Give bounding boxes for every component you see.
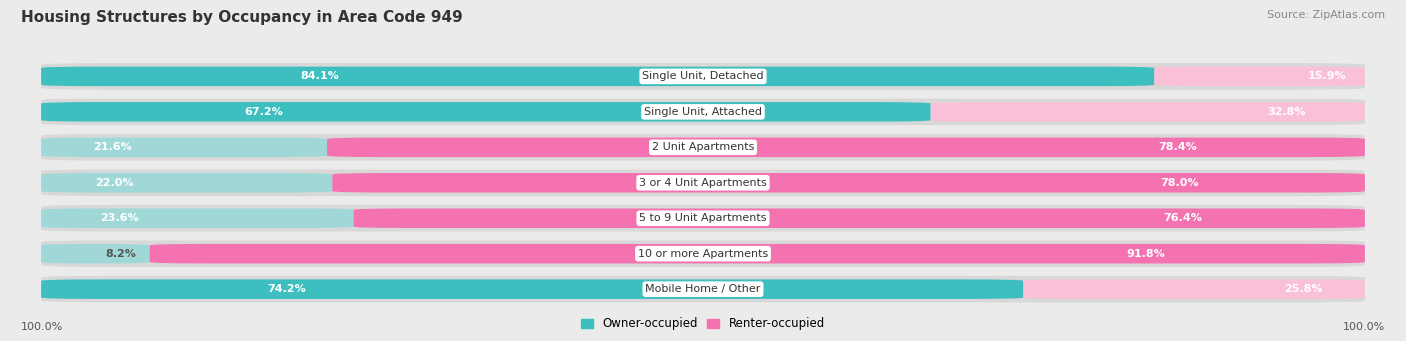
Text: 3 or 4 Unit Apartments: 3 or 4 Unit Apartments <box>640 178 766 188</box>
FancyBboxPatch shape <box>332 173 1365 193</box>
Text: 22.0%: 22.0% <box>94 178 134 188</box>
Text: Housing Structures by Occupancy in Area Code 949: Housing Structures by Occupancy in Area … <box>21 10 463 25</box>
Text: 10 or more Apartments: 10 or more Apartments <box>638 249 768 259</box>
FancyBboxPatch shape <box>1154 66 1365 86</box>
Text: Source: ZipAtlas.com: Source: ZipAtlas.com <box>1267 10 1385 20</box>
Text: 32.8%: 32.8% <box>1267 107 1306 117</box>
FancyBboxPatch shape <box>931 102 1365 122</box>
Legend: Owner-occupied, Renter-occupied: Owner-occupied, Renter-occupied <box>576 313 830 335</box>
Text: 100.0%: 100.0% <box>1343 322 1385 332</box>
Text: 23.6%: 23.6% <box>100 213 139 223</box>
Text: Single Unit, Detached: Single Unit, Detached <box>643 71 763 81</box>
Text: 74.2%: 74.2% <box>267 284 307 294</box>
FancyBboxPatch shape <box>41 240 1365 267</box>
FancyBboxPatch shape <box>41 63 1365 90</box>
Text: 5 to 9 Unit Apartments: 5 to 9 Unit Apartments <box>640 213 766 223</box>
Text: 8.2%: 8.2% <box>105 249 136 259</box>
FancyBboxPatch shape <box>41 102 931 122</box>
FancyBboxPatch shape <box>41 279 1024 299</box>
FancyBboxPatch shape <box>41 134 1365 161</box>
FancyBboxPatch shape <box>41 99 1365 125</box>
Text: 78.0%: 78.0% <box>1160 178 1198 188</box>
Text: 91.8%: 91.8% <box>1126 249 1166 259</box>
FancyBboxPatch shape <box>41 173 332 193</box>
Text: 21.6%: 21.6% <box>93 142 132 152</box>
Text: 84.1%: 84.1% <box>299 71 339 81</box>
Text: 2 Unit Apartments: 2 Unit Apartments <box>652 142 754 152</box>
FancyBboxPatch shape <box>328 137 1365 157</box>
Text: Mobile Home / Other: Mobile Home / Other <box>645 284 761 294</box>
FancyBboxPatch shape <box>41 169 1365 196</box>
Text: Single Unit, Attached: Single Unit, Attached <box>644 107 762 117</box>
Text: 76.4%: 76.4% <box>1163 213 1202 223</box>
FancyBboxPatch shape <box>41 244 149 264</box>
FancyBboxPatch shape <box>353 208 1365 228</box>
FancyBboxPatch shape <box>41 66 1154 86</box>
FancyBboxPatch shape <box>1024 279 1365 299</box>
Text: 15.9%: 15.9% <box>1308 71 1347 81</box>
FancyBboxPatch shape <box>41 205 1365 232</box>
Text: 100.0%: 100.0% <box>21 322 63 332</box>
FancyBboxPatch shape <box>41 276 1365 302</box>
Text: 25.8%: 25.8% <box>1284 284 1323 294</box>
FancyBboxPatch shape <box>41 208 353 228</box>
FancyBboxPatch shape <box>149 244 1365 264</box>
Text: 78.4%: 78.4% <box>1159 142 1198 152</box>
Text: 67.2%: 67.2% <box>245 107 283 117</box>
FancyBboxPatch shape <box>41 137 328 157</box>
